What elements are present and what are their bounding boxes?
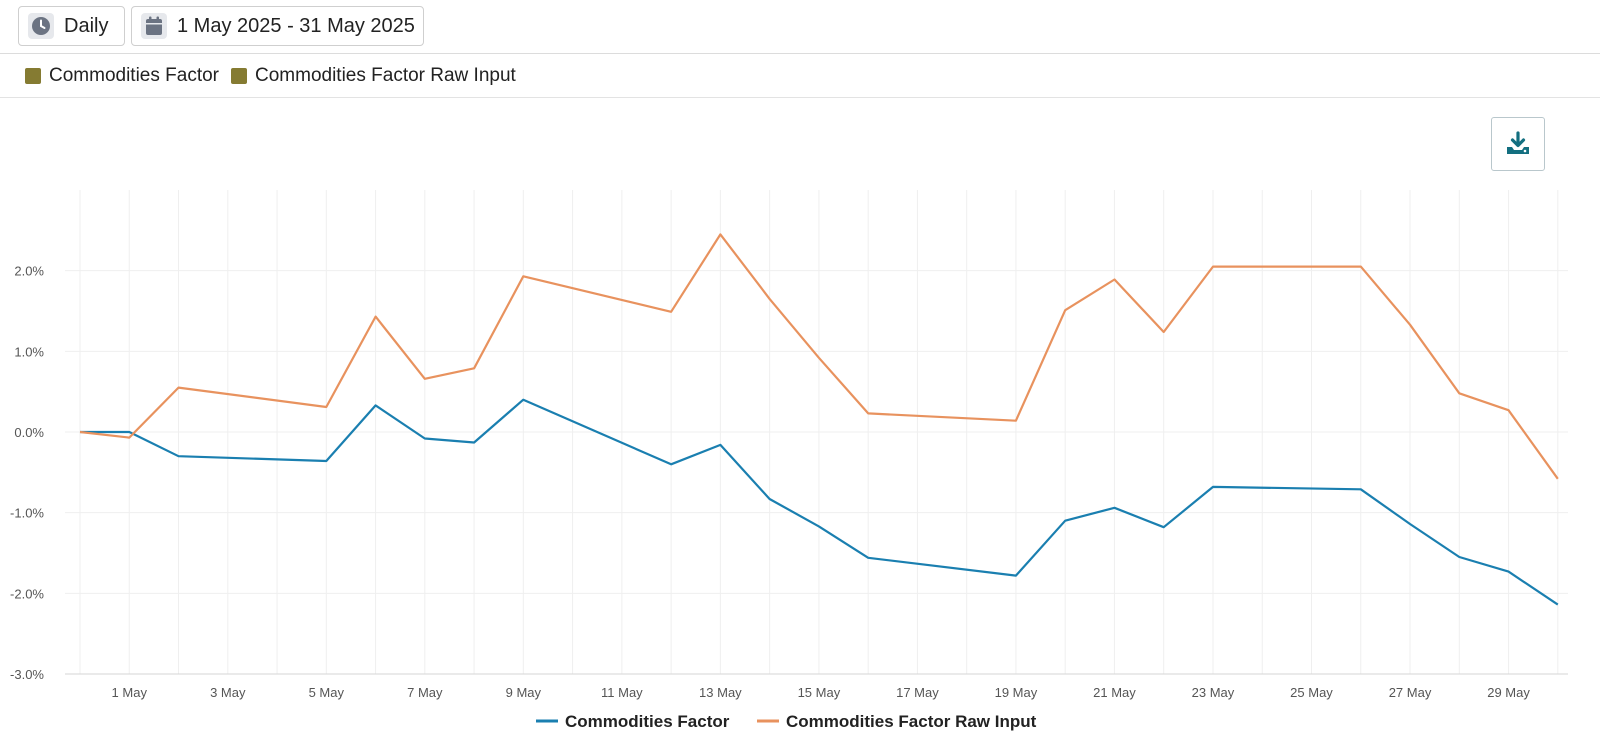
x-tick-label: 19 May bbox=[995, 685, 1038, 700]
series-line bbox=[80, 398, 1559, 606]
interval-label: Daily bbox=[64, 14, 109, 37]
x-tick-label: 3 May bbox=[210, 685, 246, 700]
x-tick-label: 27 May bbox=[1389, 685, 1432, 700]
x-tick-label: 13 May bbox=[699, 685, 742, 700]
x-tick-label: 17 May bbox=[896, 685, 939, 700]
legend-series-label: Commodities Factor Raw Input bbox=[786, 712, 1037, 731]
toolbar: Daily 1 May 2025 - 31 May 2025 bbox=[0, 0, 1600, 54]
series-legend: Commodities Factor Commodities Factor Ra… bbox=[0, 54, 1600, 98]
x-tick-label: 7 May bbox=[407, 685, 443, 700]
y-tick-label: -1.0% bbox=[10, 506, 44, 521]
y-tick-label: 0.0% bbox=[14, 425, 44, 440]
x-tick-label: 21 May bbox=[1093, 685, 1136, 700]
date-range-label: 1 May 2025 - 31 May 2025 bbox=[177, 14, 415, 37]
date-range-button[interactable]: 1 May 2025 - 31 May 2025 bbox=[131, 6, 424, 46]
legend-series-label: Commodities Factor bbox=[565, 712, 730, 731]
clock-icon bbox=[28, 13, 54, 39]
x-tick-label: 11 May bbox=[601, 685, 643, 700]
calendar-icon bbox=[141, 13, 167, 39]
legend-swatch bbox=[25, 67, 41, 84]
download-button[interactable] bbox=[1491, 117, 1545, 171]
x-tick-label: 15 May bbox=[798, 685, 841, 700]
x-tick-label: 23 May bbox=[1192, 685, 1235, 700]
x-tick-label: 5 May bbox=[309, 685, 345, 700]
x-tick-label: 29 May bbox=[1487, 685, 1530, 700]
x-tick-label: 25 May bbox=[1290, 685, 1333, 700]
legend-item-commodities-factor-raw-input[interactable]: Commodities Factor Raw Input bbox=[231, 65, 516, 87]
legend-item-commodities-factor[interactable]: Commodities Factor bbox=[25, 65, 219, 87]
download-icon bbox=[1507, 131, 1529, 154]
y-tick-label: -3.0% bbox=[10, 667, 44, 682]
y-tick-label: 2.0% bbox=[14, 264, 44, 279]
legend-item-label: Commodities Factor bbox=[49, 64, 219, 86]
series-line bbox=[79, 233, 1559, 480]
y-tick-label: 1.0% bbox=[14, 344, 44, 359]
y-tick-label: -2.0% bbox=[10, 586, 44, 601]
x-tick-label: 1 May bbox=[112, 685, 148, 700]
interval-selector-button[interactable]: Daily bbox=[18, 6, 125, 46]
x-tick-label: 9 May bbox=[506, 685, 542, 700]
legend-item-label: Commodities Factor Raw Input bbox=[255, 64, 516, 86]
legend-swatch bbox=[231, 67, 247, 84]
